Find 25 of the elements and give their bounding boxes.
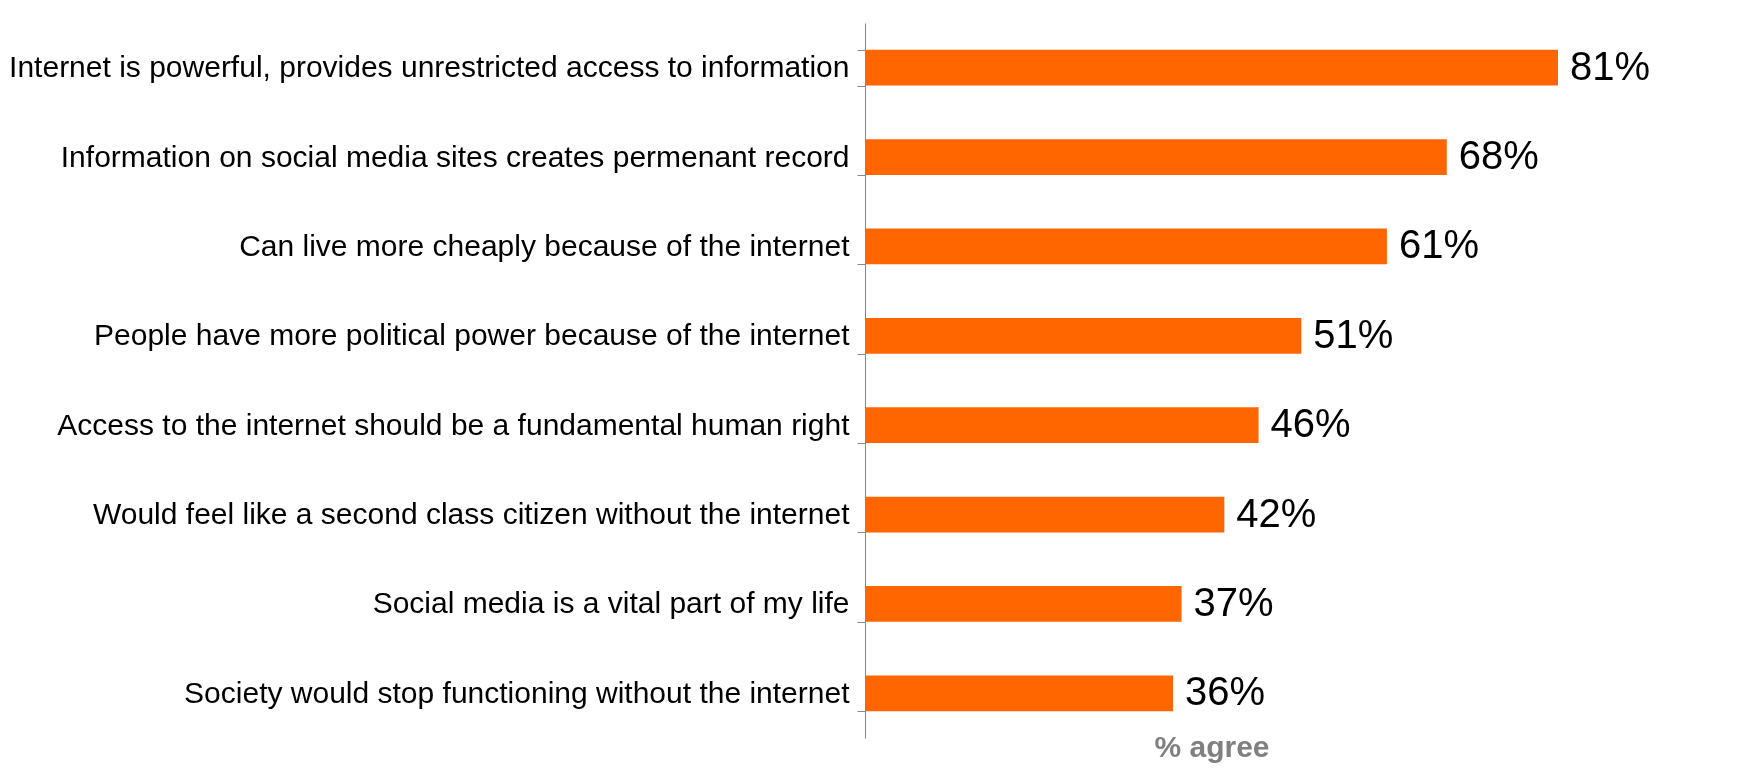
bar: [865, 228, 1387, 265]
data-label: 68%: [1458, 133, 1539, 178]
data-label: 37%: [1193, 579, 1274, 624]
bar: [865, 317, 1302, 354]
y-tick-label: Society would stop functioning without the internet: [184, 675, 851, 709]
bar: [865, 496, 1225, 533]
bar: [865, 139, 1447, 175]
x-axis-title: % agree: [1154, 729, 1270, 763]
y-tick-label: Would feel like a second class citizen without the internet: [92, 497, 851, 531]
data-label: 46%: [1270, 401, 1351, 446]
bar: [865, 675, 1173, 712]
bar: [865, 407, 1259, 444]
data-label: 61%: [1398, 222, 1479, 267]
bar: [865, 49, 1558, 86]
y-tick-label: Can live more cheaply because of the internet: [239, 228, 851, 262]
y-tick-label: Access to the internet should be a fundamental human right: [57, 407, 851, 441]
data-label: 36%: [1185, 669, 1266, 714]
bar: [865, 586, 1182, 622]
y-tick-label: Information on social media sites creates permenant record: [60, 139, 850, 173]
data-label: 81%: [1570, 43, 1651, 88]
data-label: 51%: [1313, 311, 1394, 356]
data-label: 42%: [1236, 490, 1317, 535]
y-tick-label: Social media is a vital part of my life: [372, 586, 850, 620]
y-tick-label: People have more political power because of the internet: [94, 318, 851, 352]
y-tick-label: Internet is powerful, provides unrestricted access to information: [9, 50, 850, 84]
